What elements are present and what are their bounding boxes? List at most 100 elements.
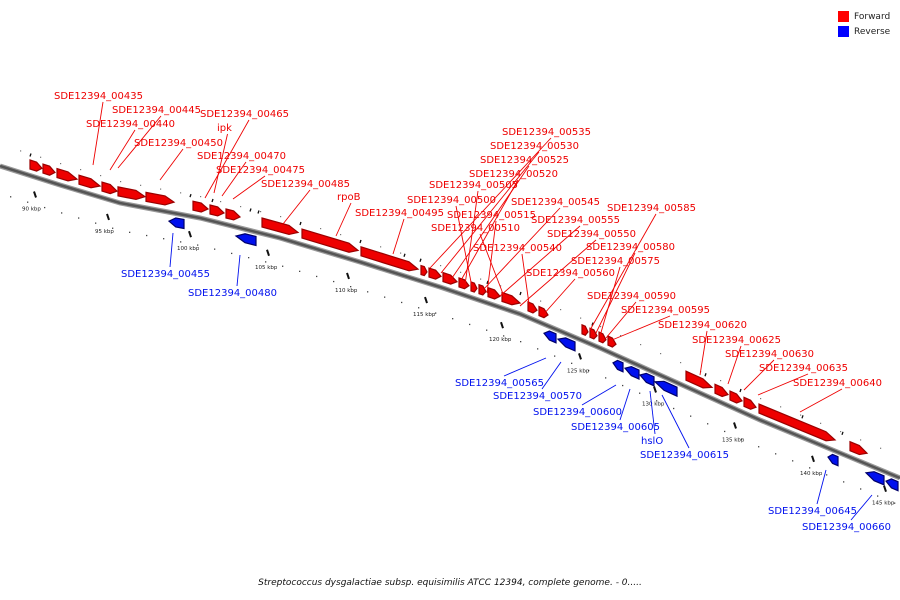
gene-tick [249,208,252,212]
reverse-gene-label: SDE12394_00480 [188,288,277,299]
scale-tick-label: 95 kbp [95,229,114,235]
forward-gene-arrow [261,217,300,236]
upper-tick [440,265,442,267]
upper-tick [840,431,842,433]
forward-label-leader [117,115,162,169]
forward-label-leader [743,359,775,391]
major-tick [106,213,110,221]
reverse-label-leader [619,388,631,421]
reverse-label-leader [850,494,873,521]
gene-tick [29,153,32,157]
major-tick [811,455,815,463]
forward-label-leader [464,190,479,286]
upper-tick [320,228,322,230]
forward-label-leader [599,266,621,337]
forward-label-leader [519,239,597,307]
forward-gene-arrow [470,281,478,293]
upper-tick [260,211,262,213]
minor-tick [316,275,318,278]
gene-tick [211,198,214,203]
reverse-gene-arrow [885,478,899,492]
minor-tick [197,244,199,246]
gene-tick [486,280,489,285]
reverse-gene-label: SDE12394_00455 [121,269,210,280]
reverse-gene-arrow [623,365,640,380]
gene-tick [591,322,594,326]
reverse-label-leader [236,254,241,287]
minor-tick [27,201,29,203]
genome-caption: Streptococcus dysgalactiae subsp. equisi… [258,578,642,588]
minor-tick [639,392,641,394]
forward-gene-label: rpoB [337,192,361,203]
minor-tick [554,355,556,357]
minor-tick [180,241,182,243]
reverse-swatch [838,26,849,37]
forward-label-leader [459,179,519,283]
forward-label-leader [204,119,250,199]
minor-tick [248,257,250,259]
scale-tick-label: 100 kbp [177,246,200,252]
reverse-label-leader [503,357,547,377]
minor-tick [469,323,471,326]
major-tick [578,353,582,360]
forward-gene-label: SDE12394_00535 [502,127,591,138]
reverse-gene-arrow [864,471,885,486]
upper-tick [500,285,502,287]
forward-label-leader [605,301,637,339]
forward-gene-arrow [743,396,757,410]
upper-tick [820,422,822,424]
forward-gene-arrow [685,370,714,389]
forward-label-leader [757,373,809,396]
gene-tick [299,221,302,226]
minor-tick [809,467,811,469]
forward-gene-arrow [56,167,79,182]
minor-tick [146,234,148,237]
upper-tick [60,163,62,165]
forward-gene-arrow [487,286,501,300]
upper-tick [880,447,882,449]
minor-tick [350,286,352,288]
forward-swatch [838,11,849,22]
forward-gene-label: SDE12394_00640 [793,378,882,389]
forward-label-leader [92,101,104,166]
minor-tick [571,362,573,364]
scale-tick-label: 140 kbp [800,471,823,477]
reverse-gene-label: SDE12394_00660 [802,522,891,533]
minor-tick [44,206,46,209]
gene-tick [519,291,522,296]
gene-tick [739,388,742,393]
forward-label-leader [699,330,708,376]
forward-gene-label: SDE12394_00495 [355,208,444,219]
minor-tick [792,460,794,462]
minor-tick [537,348,539,350]
forward-label-leader [499,225,581,297]
reverse-gene-label: hslO [641,436,663,447]
minor-tick [673,407,675,410]
upper-tick [240,206,242,208]
forward-gene-label: SDE12394_00580 [586,242,675,253]
upper-tick [540,300,542,302]
forward-gene-arrow [581,323,589,336]
forward-gene-arrow [442,271,459,285]
forward-gene-label: SDE12394_00505 [429,180,518,191]
reverse-label-leader [169,232,174,268]
forward-gene-label: SDE12394_00435 [54,91,143,102]
reverse-gene-arrow [556,337,576,352]
forward-gene-label: SDE12394_00595 [621,305,710,316]
upper-tick [580,317,582,319]
upper-tick [380,246,382,248]
minor-tick [265,261,267,263]
forward-gene-arrow [42,163,56,176]
minor-tick [877,495,879,497]
upper-tick [720,380,722,382]
reverse-label-leader [541,361,562,390]
forward-gene-arrow [589,327,598,340]
upper-tick [760,398,762,400]
forward-gene-label: SDE12394_00635 [759,363,848,374]
minor-tick [112,227,114,229]
reverse-gene-arrow [167,217,185,230]
upper-tick [20,150,22,152]
major-tick [188,230,192,238]
scale-tick-label: 130 kbp [642,402,665,408]
